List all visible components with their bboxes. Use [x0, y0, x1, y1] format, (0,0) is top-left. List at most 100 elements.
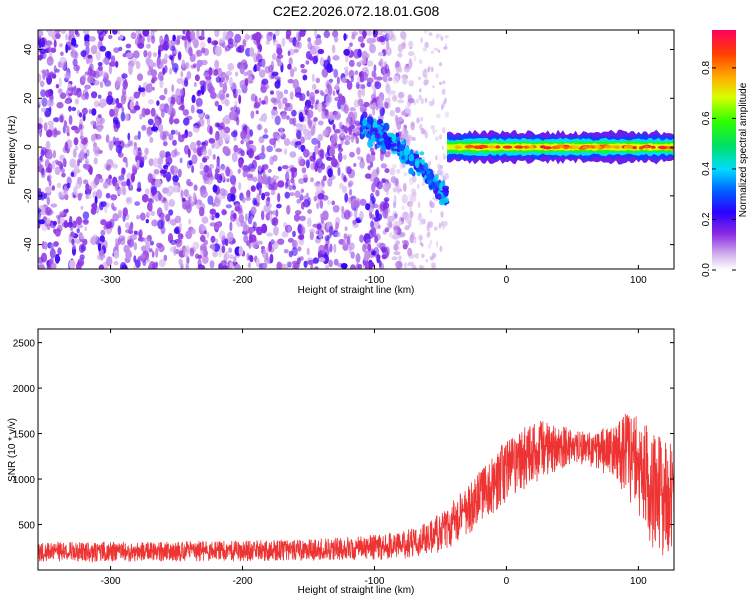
spectrogram-noise-blob: [238, 158, 244, 168]
spectrogram-noise-blob: [391, 256, 398, 261]
spectrogram-noise-blob: [169, 55, 174, 61]
spectrogram-noise-blob: [218, 248, 223, 258]
spectrogram-noise-blob: [252, 221, 257, 229]
spectrogram-noise-blob: [118, 46, 123, 52]
colorbar-tick-label: 0.0: [701, 263, 712, 277]
spectrogram-noise-blob: [131, 164, 137, 171]
spectrogram-noise-blob: [292, 78, 299, 90]
spectrogram-noise-blob: [390, 176, 397, 184]
spectrogram-noise-blob: [294, 141, 298, 149]
spectrogram-noise-blob: [331, 200, 336, 206]
spectrogram-noise-blob: [404, 225, 410, 231]
spectrogram-noise-blob: [147, 118, 154, 126]
spectrogram-noise-blob: [46, 217, 51, 225]
colorbar-tick-label: 0.8: [701, 61, 712, 75]
spectrogram-noise-blob: [177, 233, 184, 240]
spectrogram-noise-blob: [240, 139, 244, 145]
spectrogram-noise-blob: [38, 30, 44, 38]
spectrogram-noise-blob: [291, 247, 298, 257]
spectrogram-noise-blob: [275, 90, 281, 96]
spectrogram-noise-blob: [310, 127, 315, 136]
spectrogram-noise-blob: [39, 80, 45, 88]
spectrogram-noise-blob: [395, 260, 403, 269]
spectrogram-noise-blob: [251, 73, 254, 84]
spectrogram-noise-blob: [54, 228, 61, 237]
spectrogram-noise-blob: [209, 260, 215, 269]
spectrogram-noise-blob: [195, 97, 203, 107]
spectrogram-noise-blob: [40, 191, 45, 201]
spectrogram-noise-blob: [333, 111, 341, 121]
spectrogram-noise-blob: [78, 151, 85, 162]
spectrogram-carrier-peak: [591, 145, 595, 149]
spectrogram-noise-blob: [397, 43, 403, 53]
spectrogram-noise-blob: [213, 69, 219, 76]
spectrogram-x-tick-label: -200: [233, 275, 253, 286]
spectrogram-noise-blob: [352, 219, 357, 225]
spectrogram-noise-blob: [218, 136, 223, 147]
spectrogram-noise-blob: [334, 231, 341, 238]
spectrogram-noise-blob: [407, 98, 415, 104]
spectrogram-noise-blob: [346, 235, 351, 246]
spectrogram-noise-blob: [388, 77, 393, 82]
spectrogram-noise-blob: [136, 34, 143, 40]
spectrogram-noise-blob: [273, 175, 280, 180]
spectrogram-noise-blob: [240, 130, 247, 140]
spectrogram-noise-blob: [287, 225, 292, 233]
spectrogram-noise-blob: [278, 101, 284, 110]
spectrogram-noise-blob: [69, 259, 76, 269]
spectrogram-noise-blob: [219, 94, 225, 101]
spectrogram-noise-blob: [167, 105, 172, 115]
spectrogram-noise-blob: [367, 165, 371, 171]
spectrogram-noise-blob: [59, 43, 63, 48]
spectrogram-noise-blob: [211, 243, 216, 252]
spectrogram-noise-blob: [66, 132, 70, 137]
spectrogram-noise-blob: [371, 227, 377, 238]
spectrogram-noise-blob: [90, 91, 98, 99]
spectrogram-noise-blob: [185, 62, 190, 69]
spectrogram-noise-blob: [307, 37, 312, 43]
spectrogram-noise-blob: [170, 129, 176, 135]
spectrogram-noise-blob: [54, 30, 61, 34]
spectrogram-noise-blob: [165, 213, 171, 222]
spectrogram-noise-blob: [237, 168, 241, 174]
snr-frame: [37, 328, 675, 571]
spectrogram-noise-blob: [247, 148, 255, 159]
spectrogram-noise-blob: [284, 181, 289, 190]
spectrogram-sparse-blob: [435, 129, 438, 133]
spectrogram-noise-blob: [215, 163, 221, 174]
spectrogram-noise-blob: [115, 144, 123, 154]
spectrogram-noise-blob: [188, 218, 192, 225]
spectrogram-noise-blob: [184, 144, 190, 155]
spectrogram-noise-blob: [93, 80, 100, 86]
spectrogram-noise-blob: [314, 266, 319, 269]
spectrogram-noise-blob: [104, 51, 111, 58]
spectrogram-noise-blob: [214, 59, 220, 69]
spectrogram-noise-blob: [382, 202, 390, 209]
snr-series-line: [38, 413, 674, 563]
spectrogram-sparse-blob: [412, 191, 417, 197]
spectrogram-transition-blob: [370, 134, 377, 143]
spectrogram-noise-blob: [119, 262, 127, 269]
spectrogram-noise-blob: [261, 223, 268, 234]
spectrogram-noise-blob: [325, 80, 332, 90]
spectrogram-noise-blob: [177, 168, 182, 178]
spectrogram-noise-blob: [339, 121, 343, 130]
spectrogram-noise-blob: [373, 64, 377, 73]
spectrogram-noise-blob: [97, 65, 103, 71]
spectrogram-noise-blob: [191, 154, 198, 165]
spectrogram-noise-blob: [307, 117, 311, 126]
spectrogram-noise-blob: [112, 163, 118, 169]
spectrogram-noise-blob: [212, 184, 218, 193]
spectrogram-noise-blob: [400, 32, 405, 37]
spectrogram-noise-blob: [366, 30, 372, 37]
spectrogram-noise-blob: [317, 48, 325, 55]
spectrogram-sparse-blob: [419, 241, 422, 246]
spectrogram-noise-blob: [401, 240, 409, 244]
spectrogram-noise-blob: [121, 167, 126, 175]
spectrogram-noise-blob: [38, 97, 42, 105]
spectrogram-noise-blob: [177, 131, 181, 138]
spectrogram-transition-blob: [435, 173, 439, 179]
spectrogram-noise-blob: [369, 43, 375, 51]
spectrogram-carrier-peak: [625, 144, 632, 148]
spectrogram-noise-blob: [169, 67, 173, 75]
